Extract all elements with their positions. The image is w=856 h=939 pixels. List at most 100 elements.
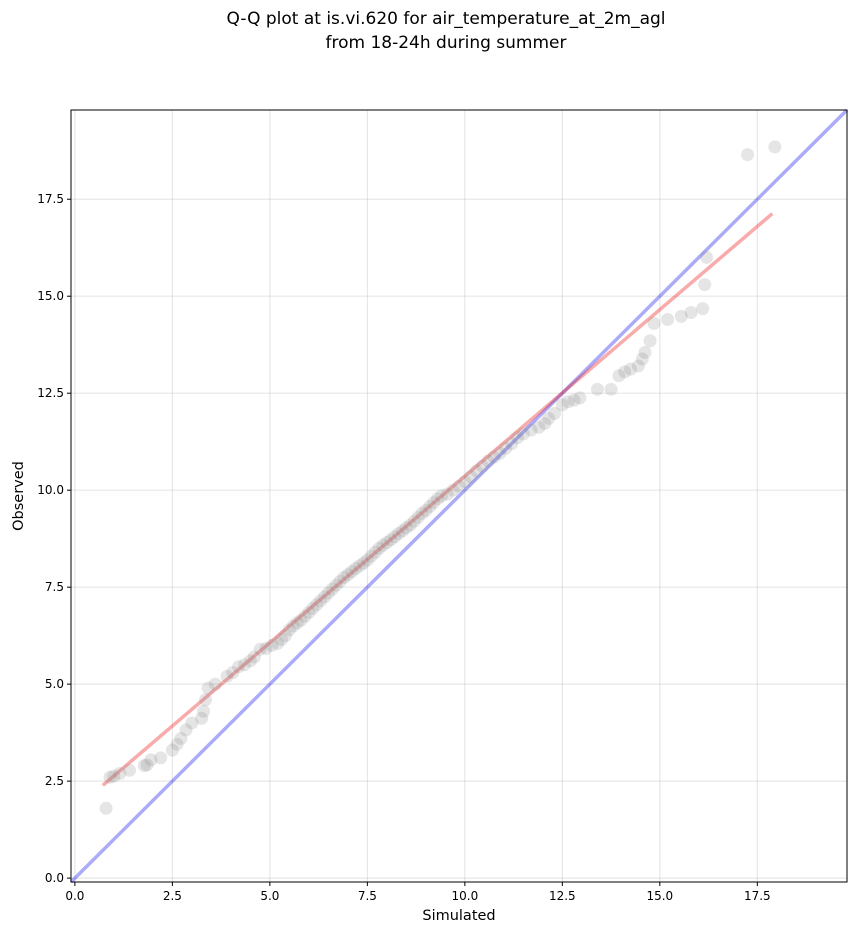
data-point-40	[317, 590, 331, 604]
data-point-92	[567, 393, 581, 407]
data-point-8	[154, 751, 168, 765]
data-point-77	[475, 459, 489, 473]
data-point-95	[604, 382, 618, 396]
data-point-46	[341, 568, 355, 582]
data-point-11	[174, 731, 188, 745]
data-point-86	[532, 420, 546, 434]
data-point-31	[282, 623, 296, 637]
x-tick-label-2: 5.0	[260, 889, 279, 903]
data-point-81	[499, 441, 513, 455]
fit-line	[101, 212, 774, 787]
data-point-85	[524, 423, 538, 437]
data-point-9	[165, 743, 179, 757]
data-point-102	[643, 334, 657, 348]
data-point-65	[415, 506, 429, 520]
data-point-19	[220, 669, 234, 683]
data-point-7	[144, 753, 158, 767]
plot-frame	[70, 109, 848, 883]
data-point-63	[407, 514, 421, 528]
data-point-68	[427, 496, 441, 510]
data-point-105	[674, 309, 688, 323]
data-point-60	[395, 524, 409, 538]
data-point-97	[618, 365, 632, 379]
data-point-84	[516, 427, 530, 441]
data-point-52	[364, 549, 378, 563]
chart-title-line-2: from 18-24h during summer	[326, 33, 567, 53]
x-axis-label: Simulated	[422, 908, 495, 924]
data-point-13	[185, 716, 199, 730]
y-axis-label: Observed	[11, 461, 27, 531]
data-point-72	[446, 483, 460, 497]
y-tick-label-7: 17.5	[37, 192, 64, 206]
data-point-30	[278, 629, 292, 643]
data-point-98	[624, 362, 638, 376]
data-point-110	[741, 148, 755, 162]
data-point-59	[392, 527, 406, 541]
data-point-67	[423, 499, 437, 513]
data-point-90	[555, 398, 569, 412]
data-point-61	[399, 521, 413, 535]
data-point-0	[99, 801, 113, 815]
x-tick-label-0: 0.0	[65, 889, 84, 903]
data-point-66	[419, 503, 433, 517]
data-point-70	[434, 489, 448, 503]
data-point-3	[113, 766, 127, 780]
data-point-73	[452, 479, 466, 493]
data-point-29	[275, 633, 289, 647]
data-point-14	[195, 711, 209, 725]
data-point-99	[631, 359, 645, 373]
data-point-49	[353, 559, 367, 573]
data-point-83	[510, 431, 524, 445]
y-tick-label-1: 2.5	[45, 774, 64, 788]
y-tick-label-4: 10.0	[37, 483, 64, 497]
data-point-87	[538, 416, 552, 430]
data-point-91	[561, 395, 575, 409]
data-point-5	[137, 759, 151, 773]
data-point-39	[314, 594, 328, 608]
data-point-109	[700, 250, 714, 264]
data-point-22	[238, 658, 252, 672]
data-point-32	[286, 619, 300, 633]
x-tick-label-1: 2.5	[163, 889, 182, 903]
x-tick-label-6: 15.0	[646, 889, 673, 903]
data-point-6	[140, 758, 154, 772]
data-point-71	[440, 487, 454, 501]
data-point-79	[487, 450, 501, 464]
data-point-15	[197, 704, 211, 718]
identity-line	[69, 108, 849, 884]
reference-lines	[69, 108, 849, 884]
data-point-36	[302, 605, 316, 619]
data-point-20	[226, 666, 240, 680]
data-point-89	[548, 406, 562, 420]
data-point-103	[647, 316, 661, 330]
grid-lines	[71, 110, 847, 882]
x-tick-label-7: 17.5	[744, 889, 771, 903]
data-point-51	[360, 553, 374, 567]
data-point-17	[201, 681, 215, 695]
data-point-53	[368, 545, 382, 559]
data-point-80	[493, 446, 507, 460]
data-point-64	[411, 510, 425, 524]
y-axis-ticks: 0.0 2.5 5.0 7.5 10.0 12.5 15.0 17.5	[37, 192, 71, 885]
data-point-37	[306, 602, 320, 616]
data-point-24	[247, 650, 261, 664]
x-tick-label-4: 10.0	[451, 889, 478, 903]
data-point-45	[337, 570, 351, 584]
y-tick-label-5: 12.5	[37, 386, 64, 400]
data-point-16	[199, 693, 213, 707]
data-point-43	[329, 578, 343, 592]
data-point-28	[271, 636, 285, 650]
y-tick-label-2: 5.0	[45, 677, 64, 691]
data-point-10	[170, 737, 184, 751]
data-point-50	[356, 556, 370, 570]
x-tick-label-3: 7.5	[358, 889, 377, 903]
data-point-96	[612, 369, 626, 383]
data-point-69	[431, 492, 445, 506]
data-point-41	[321, 586, 335, 600]
data-point-4	[122, 763, 136, 777]
data-point-108	[698, 278, 712, 292]
data-point-78	[481, 454, 495, 468]
data-points	[99, 140, 782, 815]
data-point-2	[107, 769, 121, 783]
